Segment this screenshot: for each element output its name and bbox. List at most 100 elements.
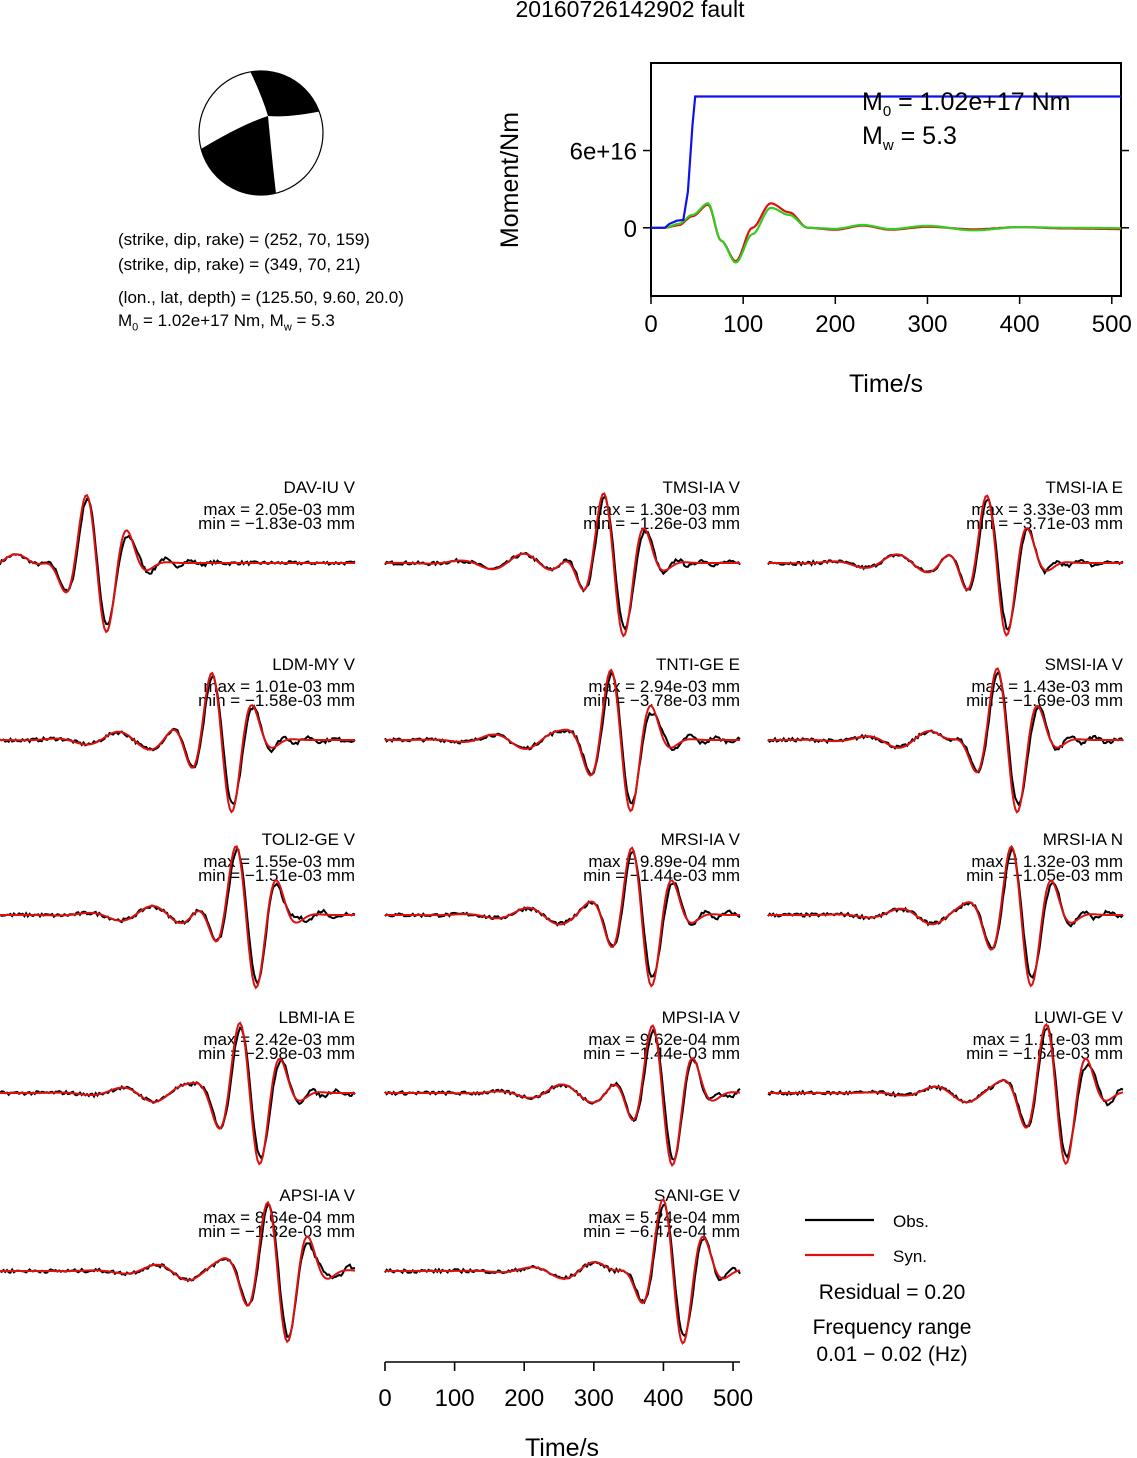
moment-x-tick-label: 300 (907, 311, 947, 338)
station-label: TMSI-IA V (663, 478, 741, 497)
moment-series-moment-rate-green (651, 202, 1121, 264)
source-location: (lon., lat, depth) = (125.50, 9.60, 20.0… (118, 288, 404, 307)
waveform-x-tick-label: 200 (504, 1385, 544, 1412)
source-magnitude: M0 = 1.02e+17 Nm, Mw = 5.3 (118, 311, 335, 337)
m0-prefix: M (118, 311, 133, 330)
waveform-x-tick-label: 100 (435, 1385, 475, 1412)
moment-x-tick-label: 500 (1092, 311, 1132, 338)
waveform-syn-trace (0, 1200, 356, 1344)
moment-m0-annotation: M0 = 1.02e+17 Nm (862, 88, 1070, 120)
mw-rest: = 5.3 (291, 311, 335, 330)
waveform-syn-trace (385, 846, 740, 988)
waveform-x-axis-label: Time/s (525, 1434, 599, 1458)
station-label: DAV-IU V (284, 478, 356, 497)
max-amplitude: max = 2.05e-03 mm (203, 500, 355, 519)
legend: Obs. Syn. Residual = 0.20 Frequency rang… (805, 1212, 971, 1366)
max-amplitude: max = 1.30e-03 mm (588, 500, 740, 519)
min-amplitude: min = −3.78e-03 mm (583, 691, 740, 710)
waveform-syn-trace (0, 493, 355, 634)
station-label: APSI-IA V (279, 1186, 355, 1205)
moment-y-tick-label: 6e+16 (570, 139, 637, 166)
legend-syn-label: Syn. (893, 1247, 927, 1266)
m0-annotation-value: = 1.02e+17 Nm (891, 88, 1070, 116)
focal-mechanism-beachball (198, 70, 324, 196)
waveform-syn-trace (385, 668, 740, 813)
min-amplitude: min = −1.83e-03 mm (198, 514, 355, 533)
moment-y-axis-label: Moment/Nm (496, 112, 524, 248)
moment-series-moment (651, 95, 1121, 229)
min-amplitude: min = −1.26e-03 mm (583, 514, 740, 533)
m0-annotation-sub: 0 (883, 103, 891, 120)
waveform-syn-trace (0, 1021, 355, 1166)
station-label: TNTI-GE E (656, 655, 740, 674)
m0-subscript: 0 (132, 321, 139, 334)
max-amplitude: max = 1.11e-03 mm (973, 1030, 1123, 1049)
station-label: SANI-GE V (654, 1186, 741, 1205)
min-amplitude: min = −1.44e-03 mm (583, 866, 740, 885)
moment-x-tick-label: 200 (815, 311, 855, 338)
max-amplitude: max = 2.94e-03 mm (588, 677, 740, 696)
m0-annotation-prefix: M (862, 88, 883, 116)
mw-annotation-value: = 5.3 (894, 122, 957, 150)
moment-series-moment-rate-red (651, 202, 1121, 263)
moment-plot-frame (650, 62, 1122, 297)
min-amplitude: min = −6.47e-04 mm (583, 1222, 740, 1241)
beachball-outline (198, 70, 324, 196)
moment-x-tick-label: 0 (644, 311, 657, 338)
moment-x-tick-label: 400 (1000, 311, 1040, 338)
residual-text: Residual = 0.20 (819, 1281, 966, 1304)
waveform-time-axis: 0 100 200 300 400 500 (378, 1361, 753, 1412)
mw-annotation-prefix: M (862, 122, 883, 150)
min-amplitude: min = −1.32e-03 mm (198, 1222, 355, 1241)
min-amplitude: min = −1.44e-03 mm (583, 1044, 740, 1063)
legend-obs-label: Obs. (893, 1212, 929, 1231)
m0-rest: = 1.02e+17 Nm, M (138, 311, 284, 330)
mw-annotation-sub: w (882, 137, 894, 154)
nodal-plane-2: (strike, dip, rake) = (349, 70, 21) (118, 255, 361, 274)
waveform-x-tick-label: 0 (378, 1385, 391, 1412)
nodal-plane-1: (strike, dip, rake) = (252, 70, 159) (118, 230, 370, 249)
station-label: LDM-MY V (272, 655, 355, 674)
station-label: MRSI-IA N (1043, 830, 1123, 849)
waveform-syn-trace (768, 844, 1123, 988)
station-label: LUWI-GE V (1034, 1008, 1123, 1027)
frequency-range-value: 0.01 − 0.02 (Hz) (816, 1343, 967, 1366)
waveform-obs-trace (767, 1024, 1124, 1160)
mw-subscript: w (283, 321, 292, 334)
waveform-syn-trace (385, 1198, 741, 1345)
station-label: LBMI-IA E (278, 1008, 355, 1027)
figure-title: 20160726142902 fault (515, 0, 745, 22)
max-amplitude: max = 8.64e-04 mm (203, 1208, 355, 1227)
moment-axis-ticks: 0 100 200 300 400 500 0 6e+16 (570, 139, 1132, 338)
max-amplitude: max = 1.01e-03 mm (203, 677, 355, 696)
min-amplitude: min = −1.51e-03 mm (198, 866, 355, 885)
max-amplitude: max = 5.24e-04 mm (588, 1208, 740, 1227)
min-amplitude: min = −1.64e-03 mm (966, 1044, 1123, 1063)
station-label: SMSI-IA V (1045, 655, 1124, 674)
waveform-syn-trace (0, 845, 355, 990)
moment-x-axis-label: Time/s (849, 370, 923, 398)
waveform-syn-trace (385, 492, 740, 638)
moment-x-tick-label: 100 (723, 311, 763, 338)
waveform-syn-trace (768, 1022, 1124, 1166)
station-label: MPSI-IA V (662, 1008, 741, 1027)
moment-mw-annotation: Mw = 5.3 (862, 122, 957, 154)
min-amplitude: min = −2.98e-03 mm (198, 1044, 355, 1063)
station-label: MRSI-IA V (661, 830, 741, 849)
waveform-syn-trace (385, 1024, 741, 1168)
max-amplitude: max = 9.62e-04 mm (588, 1030, 740, 1049)
waveform-syn-trace (768, 494, 1123, 637)
